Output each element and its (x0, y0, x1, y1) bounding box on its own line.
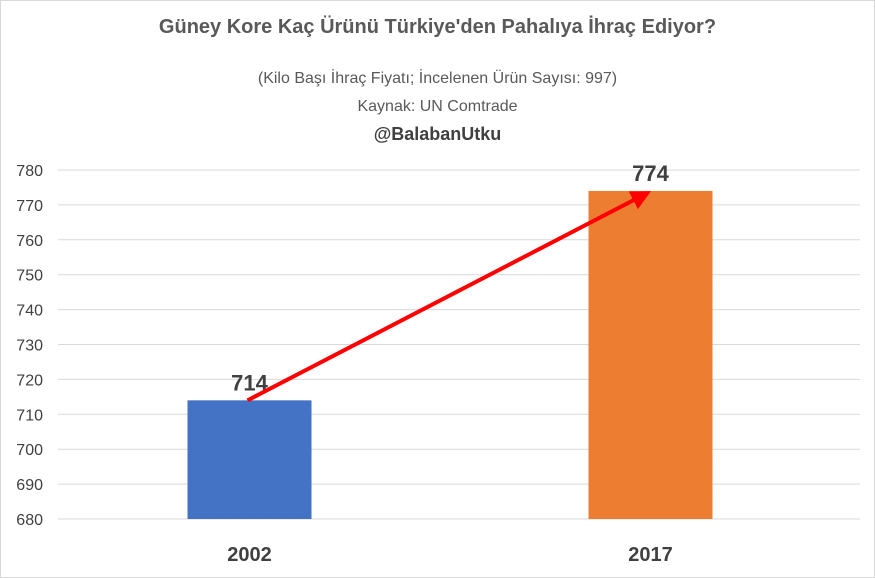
y-tick-label: 690 (16, 477, 43, 494)
y-tick-label: 740 (16, 303, 43, 320)
chart-subtitle: (Kilo Başı İhraç Fiyatı; İncelenen Ürün … (257, 70, 618, 87)
x-tick-label-2002: 2002 (227, 544, 272, 566)
chart-source: Kaynak: UN Comtrade (357, 98, 518, 115)
y-tick-label: 700 (16, 442, 43, 459)
x-tick-label-2017: 2017 (628, 544, 673, 566)
y-tick-label: 750 (16, 268, 43, 285)
y-tick-label: 680 (16, 512, 43, 529)
y-tick-label: 770 (16, 198, 43, 215)
trend-arrow (246, 191, 652, 403)
y-tick-label: 710 (16, 407, 43, 424)
bar-2002 (187, 400, 312, 519)
bar-2017 (588, 190, 713, 519)
y-tick-label: 730 (16, 338, 43, 355)
author-handle: @BalabanUtku (373, 124, 502, 144)
y-tick-label: 720 (16, 372, 43, 389)
chart-title: Güney Kore Kaç Ürünü Türkiye'den Pahalıy… (158, 16, 717, 38)
y-tick-label: 760 (16, 233, 43, 250)
data-label-2017: 774 (632, 161, 669, 186)
y-tick-label: 780 (16, 163, 43, 180)
